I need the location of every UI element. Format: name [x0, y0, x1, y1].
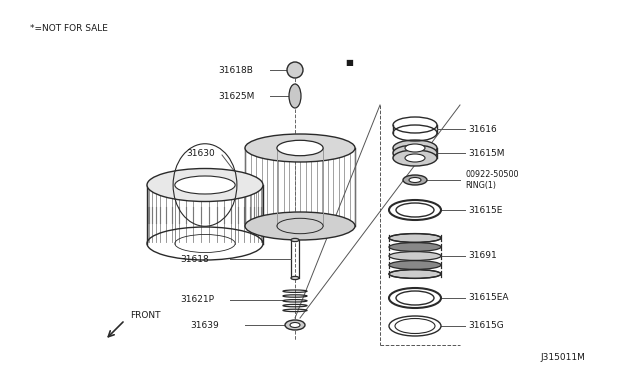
Text: ■: ■ [345, 58, 353, 67]
Text: 31630: 31630 [186, 148, 215, 157]
Text: 31616: 31616 [468, 125, 497, 134]
Ellipse shape [389, 243, 441, 251]
Ellipse shape [285, 320, 305, 330]
Ellipse shape [291, 238, 299, 241]
Ellipse shape [395, 318, 435, 334]
Ellipse shape [290, 323, 300, 327]
Ellipse shape [409, 177, 421, 183]
Text: *=NOT FOR SALE: *=NOT FOR SALE [30, 23, 108, 32]
Ellipse shape [396, 203, 434, 217]
Text: 31691: 31691 [468, 251, 497, 260]
Ellipse shape [405, 144, 425, 152]
Text: 31615EA: 31615EA [468, 294, 509, 302]
Text: 31615M: 31615M [468, 148, 504, 157]
Text: 31621P: 31621P [180, 295, 214, 305]
Ellipse shape [389, 251, 441, 260]
Ellipse shape [175, 176, 235, 194]
Ellipse shape [389, 261, 441, 269]
Text: J315011M: J315011M [540, 353, 585, 362]
Text: 31639: 31639 [190, 321, 219, 330]
Ellipse shape [393, 150, 437, 166]
Text: 31615E: 31615E [468, 205, 502, 215]
Text: 00922-50500: 00922-50500 [465, 170, 518, 179]
Text: 31615G: 31615G [468, 321, 504, 330]
Ellipse shape [389, 234, 441, 243]
Text: 31618B: 31618B [218, 65, 253, 74]
Text: 31625M: 31625M [218, 92, 254, 100]
Ellipse shape [405, 154, 425, 162]
Ellipse shape [245, 212, 355, 240]
Ellipse shape [393, 140, 437, 156]
Text: FRONT: FRONT [130, 311, 161, 321]
Ellipse shape [393, 145, 437, 161]
Ellipse shape [396, 291, 434, 305]
Ellipse shape [389, 270, 441, 278]
Ellipse shape [245, 134, 355, 162]
Ellipse shape [287, 62, 303, 78]
Ellipse shape [277, 140, 323, 156]
Text: 31618: 31618 [180, 254, 209, 263]
Ellipse shape [289, 84, 301, 108]
Ellipse shape [403, 175, 427, 185]
Text: RING(1): RING(1) [465, 180, 496, 189]
Ellipse shape [291, 276, 299, 280]
Ellipse shape [147, 169, 263, 202]
